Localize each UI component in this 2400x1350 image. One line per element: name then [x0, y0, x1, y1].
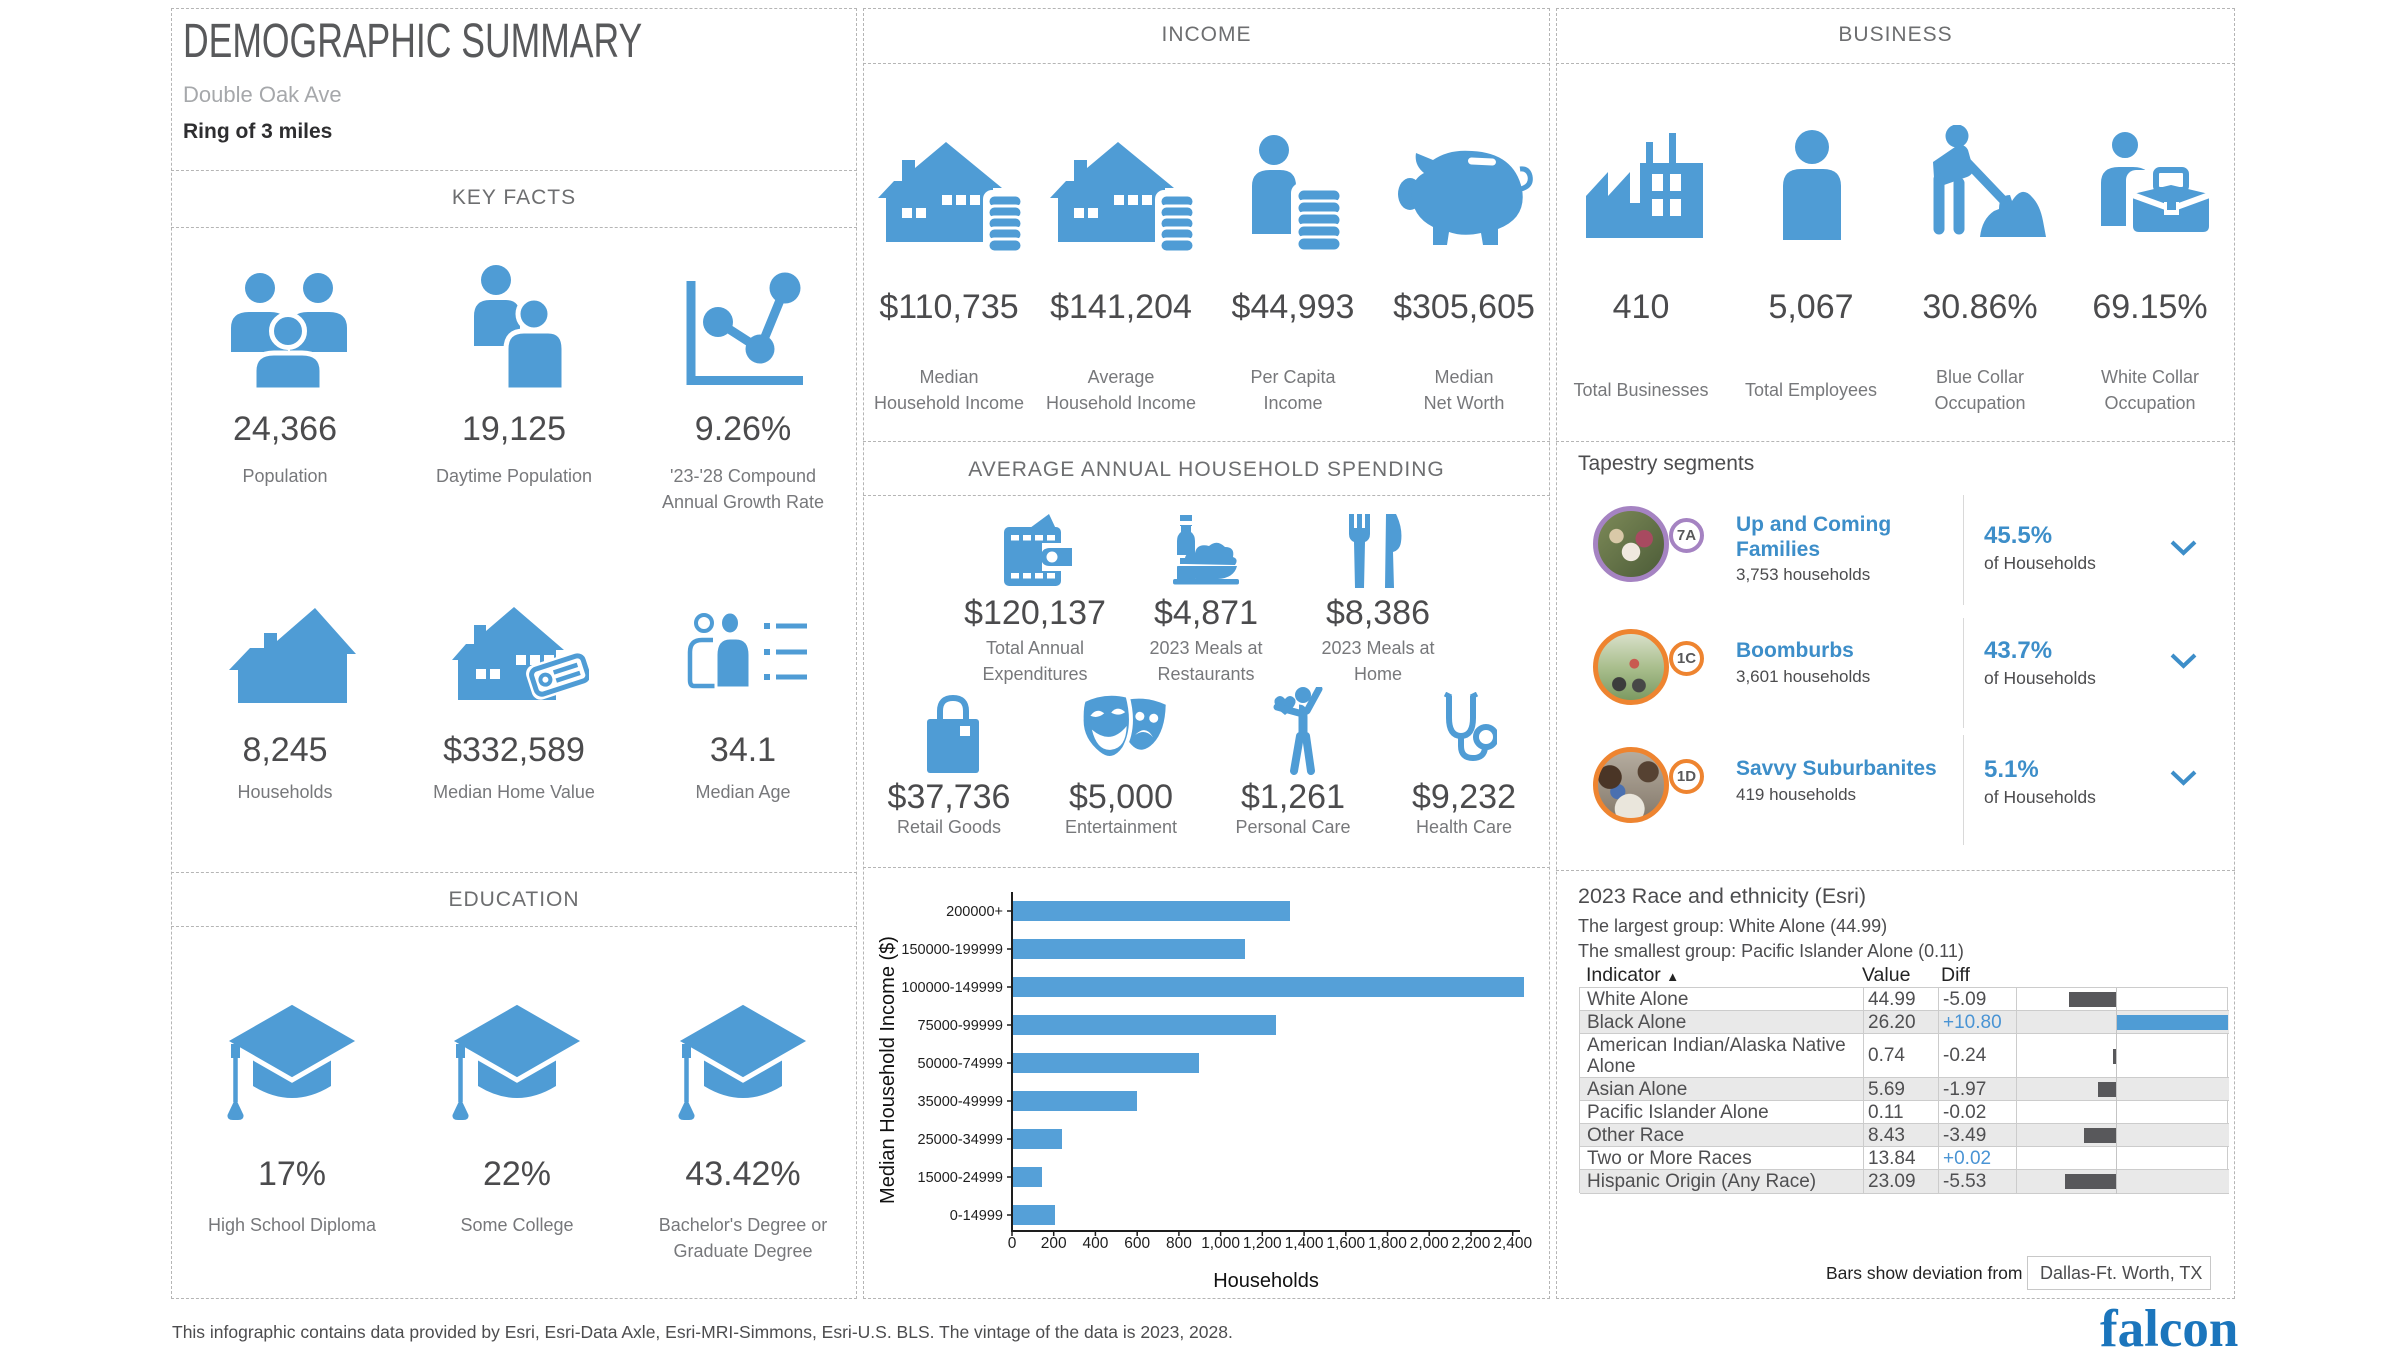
- svg-text:0-14999: 0-14999: [950, 1208, 1003, 1224]
- svg-text:1,400: 1,400: [1285, 1235, 1324, 1252]
- svg-text:50000-74999: 50000-74999: [918, 1056, 1003, 1072]
- svg-text:35000-49999: 35000-49999: [918, 1094, 1003, 1110]
- svg-text:150000-199999: 150000-199999: [901, 942, 1003, 958]
- svg-text:Households: Households: [1213, 1270, 1319, 1292]
- svg-text:25000-34999: 25000-34999: [918, 1132, 1003, 1148]
- svg-text:1,800: 1,800: [1368, 1235, 1407, 1252]
- svg-text:200: 200: [1041, 1235, 1067, 1252]
- svg-text:400: 400: [1082, 1235, 1108, 1252]
- svg-text:Median Household Income ($): Median Household Income ($): [877, 936, 899, 1204]
- svg-text:2,000: 2,000: [1410, 1235, 1449, 1252]
- svg-text:0: 0: [1008, 1235, 1017, 1252]
- svg-text:200000+: 200000+: [946, 904, 1003, 920]
- svg-text:1,000: 1,000: [1201, 1235, 1240, 1252]
- svg-text:2,200: 2,200: [1452, 1235, 1491, 1252]
- svg-text:2,400: 2,400: [1493, 1235, 1532, 1252]
- svg-text:1,600: 1,600: [1326, 1235, 1365, 1252]
- svg-text:75000-99999: 75000-99999: [918, 1018, 1003, 1034]
- svg-text:600: 600: [1124, 1235, 1150, 1252]
- svg-text:1,200: 1,200: [1243, 1235, 1282, 1252]
- svg-text:15000-24999: 15000-24999: [918, 1170, 1003, 1186]
- svg-text:100000-149999: 100000-149999: [901, 980, 1003, 996]
- svg-text:800: 800: [1166, 1235, 1192, 1252]
